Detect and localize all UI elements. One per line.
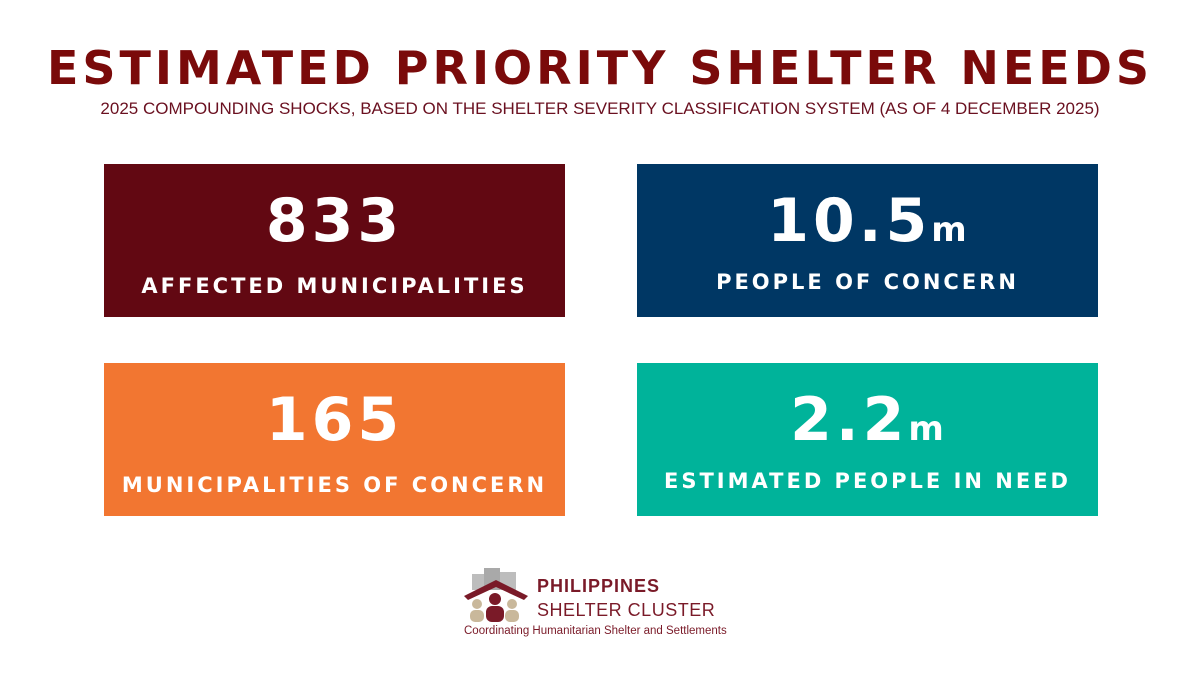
stat-card-people-of-concern: 10.5m PEOPLE OF CONCERN [637, 164, 1098, 317]
stat-card-people-in-need: 2.2m ESTIMATED PEOPLE IN NEED [637, 363, 1098, 516]
stat-value: 165 [265, 385, 404, 455]
logo-line2: SHELTER CLUSTER [537, 600, 716, 620]
logo-tagline: Coordinating Humanitarian Shelter and Se… [464, 625, 727, 637]
shelter-cluster-logo: PHILIPPINES SHELTER CLUSTER Coordinating… [462, 566, 752, 646]
stat-value: 2.2m [790, 385, 945, 455]
stat-label: ESTIMATED PEOPLE IN NEED [664, 469, 1071, 493]
shelter-roof-people-icon [464, 568, 528, 622]
stat-value: 833 [265, 186, 404, 256]
stat-label: AFFECTED MUNICIPALITIES [141, 274, 528, 298]
page-subtitle: 2025 COMPOUNDING SHOCKS, BASED ON THE SH… [100, 99, 1100, 118]
stat-label: PEOPLE OF CONCERN [716, 270, 1019, 294]
stat-card-affected-municipalities: 833 AFFECTED MUNICIPALITIES [104, 164, 565, 317]
logo-line1: PHILIPPINES [537, 576, 661, 596]
stat-card-municipalities-of-concern: 165 MUNICIPALITIES OF CONCERN [104, 363, 565, 516]
stat-label: MUNICIPALITIES OF CONCERN [121, 473, 548, 497]
page-title: ESTIMATED PRIORITY SHELTER NEEDS [46, 41, 1154, 95]
stat-value: 10.5m [767, 186, 968, 256]
